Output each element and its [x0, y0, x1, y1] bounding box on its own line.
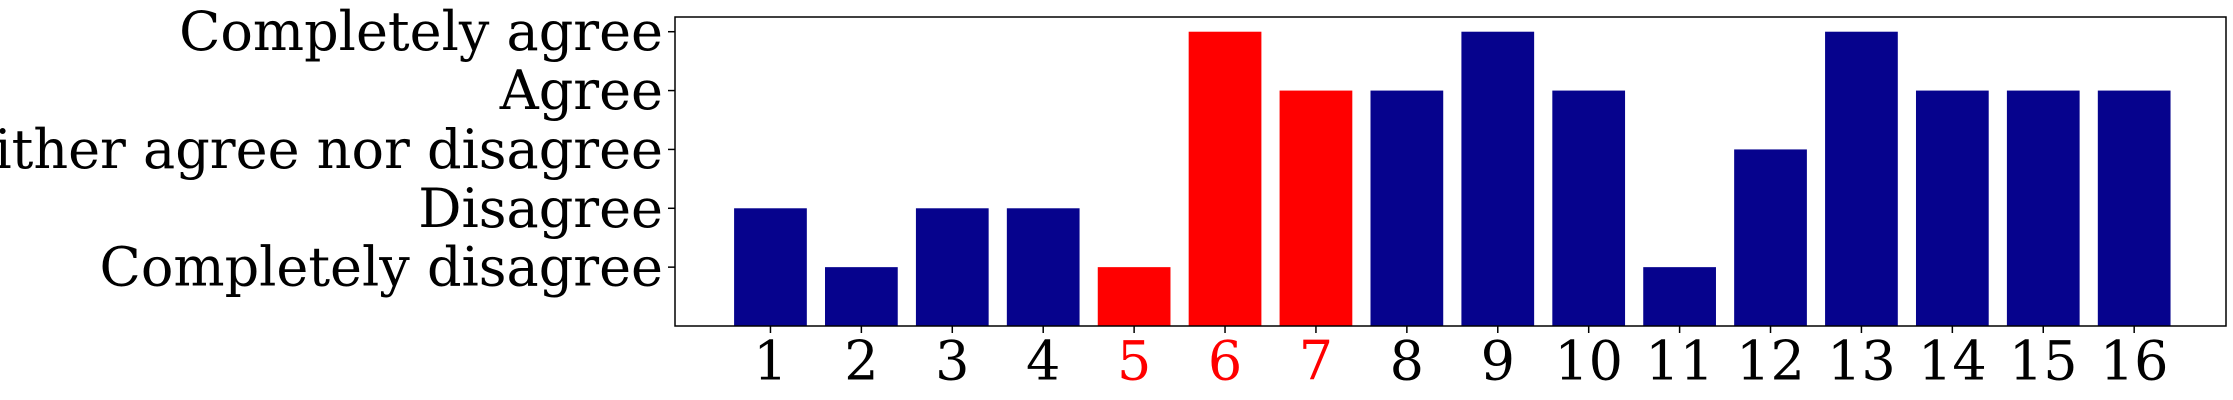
x-tick-label: 13	[1827, 330, 1896, 393]
x-tick-label: 2	[844, 330, 878, 393]
y-tick-label: Disagree	[418, 177, 663, 240]
x-tick-label: 11	[1645, 330, 1714, 393]
x-tick-label: 5	[1117, 330, 1151, 393]
bar-13	[1825, 31, 1898, 326]
x-tick-label: 8	[1390, 330, 1424, 393]
x-tick-label: 12	[1736, 330, 1805, 393]
bar-2	[825, 267, 898, 326]
bar-12	[1734, 149, 1807, 326]
y-tick-label: Completely disagree	[100, 236, 663, 299]
bar-3	[915, 208, 989, 326]
bar-10	[1552, 90, 1626, 326]
x-tick-label: 7	[1299, 330, 1333, 393]
x-tick-label: 9	[1481, 330, 1515, 393]
x-axis: 1 2 3 4 5 6 7 8 9 10 11 12 13 14 15 16	[753, 326, 2169, 393]
plot-frame	[674, 16, 2227, 327]
bar-6	[1188, 31, 1262, 326]
x-tick-label: 10	[1554, 330, 1623, 393]
y-tick-label: Neither agree nor disagree	[0, 118, 663, 181]
bars-group	[734, 31, 2171, 326]
x-tick-label: 1	[753, 330, 787, 393]
y-tick-label: Agree	[499, 59, 663, 122]
bar-9	[1461, 31, 1535, 326]
x-tick-label: 16	[2100, 330, 2169, 393]
bar-11	[1643, 267, 1716, 326]
bar-5	[1097, 267, 1171, 326]
bar-7	[1279, 90, 1353, 326]
x-tick-label: 3	[935, 330, 969, 393]
y-tick-label: Completely agree	[179, 0, 663, 63]
bar-15	[2006, 90, 2080, 326]
x-tick-label: 6	[1208, 330, 1242, 393]
y-axis: Completely disagreeDisagreeNeither agree…	[0, 0, 675, 299]
bar-14	[1915, 90, 1989, 326]
x-tick-label: 4	[1026, 330, 1060, 393]
x-tick-label: 14	[1918, 330, 1987, 393]
bar-4	[1006, 208, 1080, 326]
bar-1	[734, 208, 807, 326]
bar-8	[1370, 90, 1444, 326]
bar-16	[2097, 90, 2171, 326]
x-tick-label: 15	[2009, 330, 2078, 393]
